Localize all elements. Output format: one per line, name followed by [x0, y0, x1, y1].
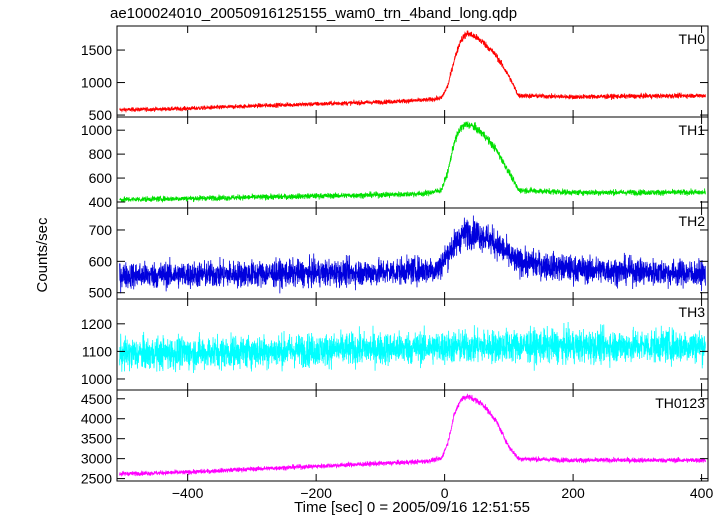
x-tick-label: 400 — [690, 485, 714, 501]
y-tick-label: 4500 — [81, 391, 112, 407]
y-tick-label: 2500 — [81, 471, 112, 487]
series-label-th2: TH2 — [679, 213, 706, 229]
y-tick-label: 1000 — [81, 122, 112, 138]
x-tick-label: −400 — [172, 485, 204, 501]
y-tick-label: 1100 — [82, 343, 112, 359]
panel-frame — [116, 25, 709, 118]
panel-th0123: 2500 3000 3500 4000 4500 TH0123 — [81, 389, 709, 487]
panel-th2: 500 600 700 TH2 — [89, 207, 709, 301]
y-axis-label: Counts/sec — [34, 217, 51, 293]
panel-th0: 500 1000 1500 TH0 — [81, 25, 709, 123]
y-tick-label: 3500 — [81, 431, 112, 447]
series-label-th0123: TH0123 — [655, 395, 705, 411]
y-tick-label: 700 — [89, 222, 113, 238]
series-line-th0 — [119, 30, 706, 113]
series-line-th0123 — [119, 393, 706, 477]
series-label-th1: TH1 — [679, 122, 706, 138]
y-tick-label: 1000 — [81, 371, 112, 387]
y-tick-label: 1000 — [81, 75, 112, 91]
y-tick-label: 4000 — [81, 411, 112, 427]
panel-th3: 1000 1100 1200 TH3 — [81, 298, 709, 391]
y-tick-label: 500 — [89, 285, 113, 301]
y-tick-label: 600 — [89, 170, 113, 186]
x-tick-label: 200 — [561, 485, 585, 501]
panel-th1: 400 600 800 1000 TH1 — [81, 116, 709, 210]
y-tick-label: 1200 — [81, 316, 112, 332]
x-tick-label: −200 — [300, 485, 332, 501]
y-tick-label: 600 — [89, 253, 113, 269]
series-label-th0: TH0 — [679, 31, 706, 47]
series-line-th1 — [119, 121, 706, 203]
series-line-th2 — [119, 215, 706, 294]
series-line-th3 — [119, 322, 706, 373]
series-label-th3: TH3 — [679, 304, 706, 320]
x-axis-label: Time [sec] 0 = 2005/09/16 12:51:55 — [294, 499, 530, 516]
y-tick-label: 400 — [89, 194, 113, 210]
x-tick-label: 0 — [441, 485, 449, 501]
y-tick-label: 1500 — [81, 42, 112, 58]
y-tick-label: 800 — [89, 146, 113, 162]
panel-frame — [116, 389, 709, 482]
y-tick-label: 500 — [89, 107, 113, 123]
chart-title: ae100024010_20050916125155_wam0_trn_4ban… — [110, 5, 517, 22]
y-tick-label: 3000 — [81, 451, 112, 467]
